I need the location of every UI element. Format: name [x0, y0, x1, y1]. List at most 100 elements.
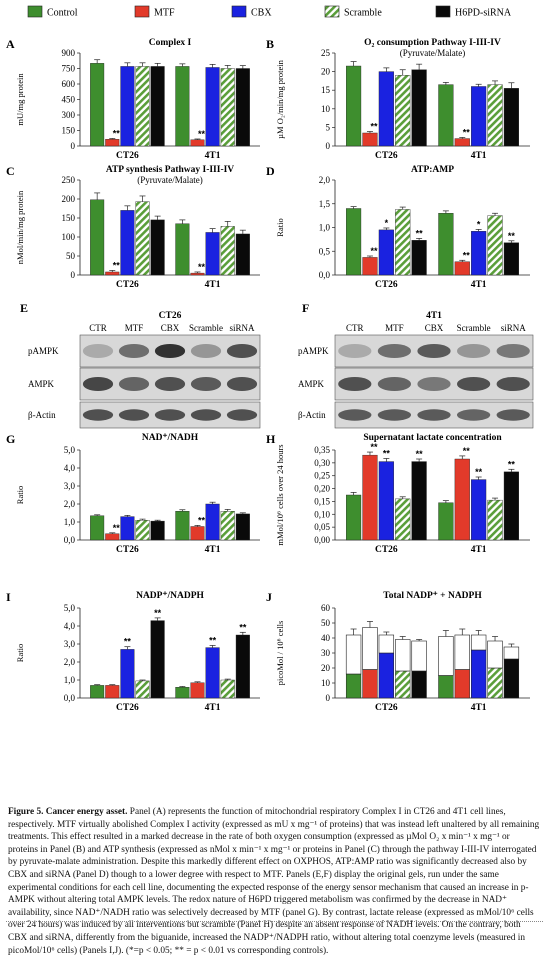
blot-band: [226, 376, 258, 392]
x-category-label: CT26: [116, 545, 139, 555]
y-tick-label: 0,35: [314, 445, 330, 455]
x-category-label: 4T1: [471, 545, 487, 555]
y-tick-label: 0,0: [64, 693, 76, 703]
significance-marker: *: [385, 218, 389, 228]
y-tick-label: 150: [62, 126, 76, 136]
bar-scramble: [220, 226, 235, 276]
y-axis-label: mMol/10⁶ cells over 24 hours: [275, 444, 285, 545]
y-tick-label: 5,0: [64, 445, 76, 455]
y-tick-label: 100: [62, 232, 76, 242]
bar-cbx: [378, 461, 394, 541]
y-axis-label: picoMol / 10⁶ cells: [275, 621, 285, 686]
blot-band: [190, 343, 222, 359]
blot-band: [417, 409, 451, 421]
significance-marker: **: [124, 637, 132, 647]
bar-cbx: [471, 231, 487, 276]
x-category-label: CT26: [375, 280, 398, 290]
bar-control-reduced: [438, 675, 454, 699]
y-tick-label: 4,0: [64, 621, 76, 631]
bar-mtf: [190, 526, 205, 541]
x-category-label: CT26: [116, 280, 139, 290]
chart-subtitle: (Pyruvate/Malate): [137, 175, 202, 185]
bar-scramble-reduced: [395, 670, 411, 699]
bar-mtf: [454, 458, 470, 541]
y-axis-label: nMol/min/mg protein: [15, 190, 25, 264]
caption-body: Panel (A) represents the function of mit…: [8, 807, 540, 956]
panel-a: A Complex I 0 150 300 450 600 750 900 mU/mg prote…: [6, 37, 260, 161]
panel-d: D ATP:AMP0,00,51,01,52,0RatioCT26*****4T1…: [266, 164, 530, 290]
blot-band: [154, 343, 186, 359]
panel-f-blot: F 4T1 CTR MTF CBX Scramble siRNA pAMPK AMPK β-Act…: [298, 301, 534, 429]
x-category-label: CT26: [375, 703, 398, 713]
y-axis-label: Ratio: [15, 486, 25, 504]
bar-cbx: [205, 67, 220, 147]
y-tick-label: 0,30: [314, 458, 330, 468]
blot-band: [154, 409, 186, 421]
lane-label: siRNA: [501, 323, 527, 333]
panel-h: H Supernatant lactate concentration 0,00 0,…: [266, 432, 530, 555]
bar-scramble: [220, 679, 235, 699]
chart-title: ATP:AMP: [411, 165, 454, 175]
bar-scramble: [395, 498, 411, 541]
y-tick-label: 50: [66, 251, 76, 261]
significance-marker: **: [154, 608, 162, 618]
x-category-label: 4T1: [205, 703, 221, 713]
bar-cbx-reduced: [378, 652, 394, 699]
significance-marker: **: [463, 446, 471, 456]
y-tick-label: 2,0: [64, 499, 76, 509]
significance-marker: **: [370, 246, 378, 256]
panel-letter: A: [6, 37, 15, 51]
panel-letter: F: [302, 301, 309, 315]
x-category-label: 4T1: [205, 545, 221, 555]
bar-mtf: [105, 533, 120, 541]
y-tick-label: 15: [321, 85, 331, 95]
y-tick-label: 0: [71, 270, 76, 280]
y-axis-label: µM O₂/min/mg protein: [275, 59, 285, 138]
bar-siRNA: [150, 620, 165, 699]
bar-cbx: [471, 86, 487, 147]
blot-band: [338, 376, 372, 392]
y-tick-label: 25: [321, 48, 331, 58]
y-tick-label: 0: [71, 141, 76, 151]
legend-swatch-cbx: [231, 5, 247, 18]
x-category-label: CT26: [116, 151, 139, 161]
bar-cbx-oxidized: [378, 634, 395, 654]
panel-letter: J: [266, 590, 272, 604]
bar-scramble: [220, 511, 235, 541]
bar-cbx: [471, 479, 487, 541]
y-tick-label: 750: [62, 64, 76, 74]
legend-swatch-scramble: [324, 5, 340, 18]
y-tick-label: 0,0: [319, 270, 331, 280]
blot-band: [456, 343, 491, 359]
bar-siRNA-reduced: [411, 670, 427, 699]
y-tick-label: 600: [62, 79, 76, 89]
x-category-label: 4T1: [471, 703, 487, 713]
y-tick-label: 10: [321, 678, 331, 688]
blot-band: [456, 376, 491, 392]
y-tick-label: 5: [326, 122, 331, 132]
panel-letter: C: [6, 164, 15, 178]
y-tick-label: 150: [62, 213, 76, 223]
legend-swatch-siRNA: [435, 5, 451, 18]
chart-title: Supernatant lactate concentration: [363, 433, 502, 443]
blot-band: [417, 343, 451, 359]
bar-control: [90, 685, 105, 699]
blot-band: [377, 409, 412, 421]
footer-rule: [6, 921, 543, 922]
bar-cbx-oxidized: [470, 634, 487, 651]
panel-letter: B: [266, 37, 274, 51]
bar-control: [90, 199, 105, 276]
bar-scramble: [135, 201, 150, 276]
significance-marker: **: [370, 121, 378, 131]
panel-letter: I: [6, 590, 11, 604]
blot-row-label: AMPK: [28, 379, 55, 389]
bar-siRNA-reduced: [503, 658, 520, 699]
y-tick-label: 200: [62, 194, 76, 204]
significance-marker: **: [209, 635, 217, 645]
bar-cbx: [120, 210, 135, 276]
panel-b: B O₂ consumption Pathway I-III-IV(Pyruvat…: [266, 37, 530, 161]
x-category-label: CT26: [375, 151, 398, 161]
y-tick-label: 10: [321, 104, 331, 114]
bar-mtf: [454, 138, 470, 147]
panel-i: I NADP⁺/NADPH 0,0 1,0 2,0 3,0 4,0 5,0 Ratio CT26 *…: [6, 590, 260, 713]
